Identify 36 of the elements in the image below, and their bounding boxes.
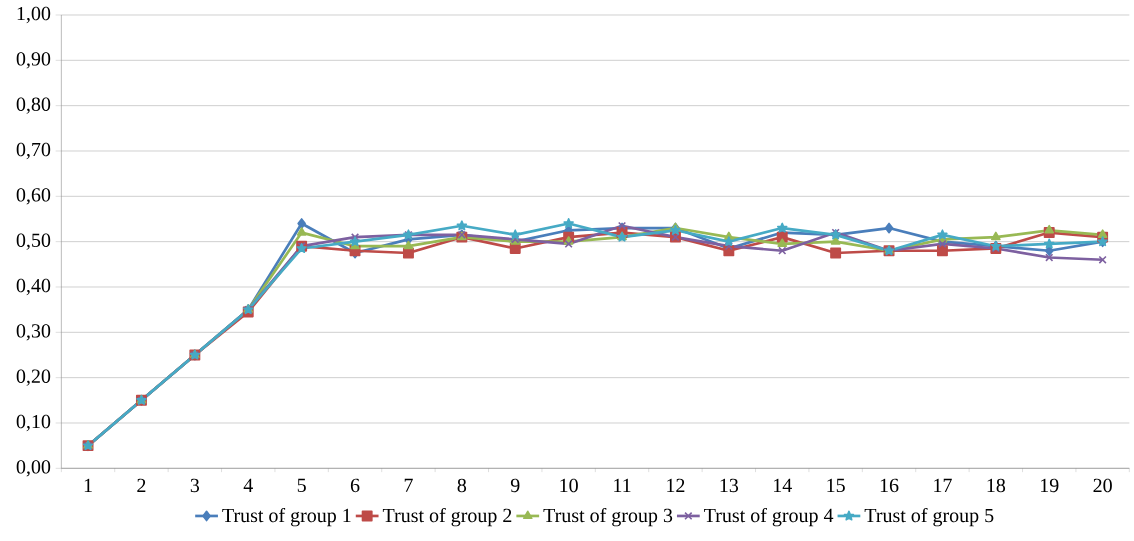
y-tick-label: 0,60 (16, 188, 51, 205)
x-tick-label: 5 (297, 478, 306, 492)
x-tick-label: 13 (720, 478, 739, 493)
x-tick-label: 15 (827, 478, 845, 493)
x-tick-label: 20 (1093, 478, 1112, 493)
x-tick-label: 8 (457, 478, 467, 493)
x-tick-label: 19 (1040, 478, 1059, 493)
x-tick-label: 9 (510, 478, 520, 493)
x-tick-label: 2 (137, 478, 146, 492)
x-tick-label: 11 (614, 478, 631, 492)
y-tick-label: 0,20 (16, 369, 51, 386)
legend-label: Trust of group 2 (382, 507, 512, 527)
legend-label: Trust of group 1 (222, 507, 351, 527)
x-tick-label: 14 (773, 478, 792, 492)
y-tick-label: 0,40 (16, 278, 51, 296)
y-tick-label: 1,00 (17, 6, 51, 24)
y-tick-label: 0,30 (16, 324, 51, 341)
y-tick-label: 0,50 (16, 233, 51, 250)
x-tick-label: 18 (987, 478, 1006, 493)
x-tick-label: 17 (934, 478, 952, 492)
y-tick-label: 0,90 (16, 52, 51, 69)
legend-label: Trust of group 5 (864, 507, 994, 527)
x-tick-label: 7 (404, 478, 413, 492)
x-tick-label: 6 (350, 478, 360, 493)
x-tick-label: 10 (560, 478, 578, 493)
legend-label: Trust of group 4 (704, 507, 834, 527)
y-tick-label: 0,70 (16, 142, 51, 160)
x-tick-label: 4 (243, 478, 253, 492)
x-tick-label: 12 (667, 478, 685, 492)
x-tick-label: 16 (880, 478, 899, 493)
x-tick-label: 3 (190, 478, 200, 493)
y-tick-label: 0,80 (16, 97, 51, 114)
legend-label: Trust of group 3 (543, 507, 673, 527)
y-tick-label: 0,00 (16, 460, 51, 477)
y-tick-label: 0,10 (16, 414, 51, 432)
x-tick-label: 1 (84, 478, 92, 492)
